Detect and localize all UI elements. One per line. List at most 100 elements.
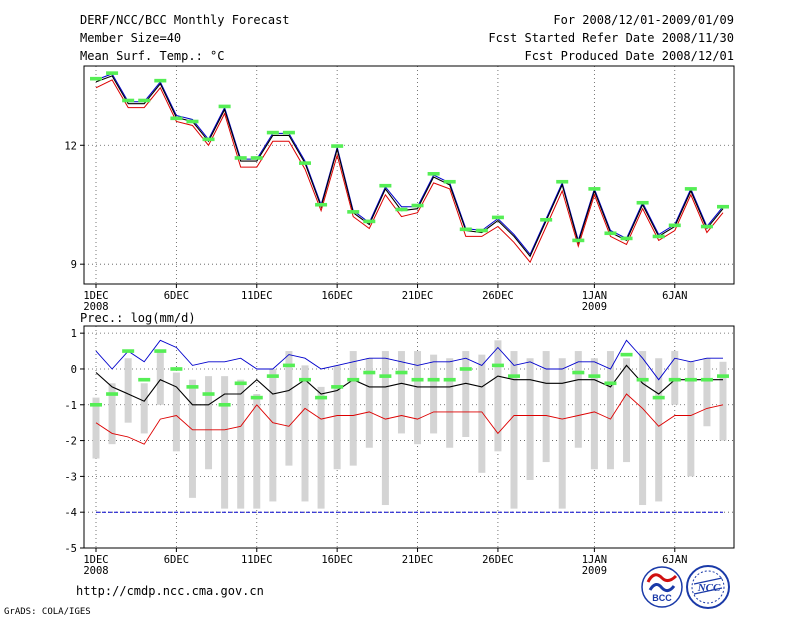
temp-observed-mark-12	[266, 130, 279, 135]
prec-observed-mark-26	[491, 363, 504, 368]
ncc-logo-ring	[686, 565, 730, 609]
prec-observed-mark-18	[363, 370, 376, 375]
prec-observed-mark-8	[202, 392, 215, 396]
prec-observed-mark-5	[154, 349, 167, 353]
temp-ytick-label-0: 9	[71, 259, 77, 271]
prec-range-box-27	[510, 351, 518, 509]
bcc-logo-swirl-blue	[648, 583, 676, 593]
prec-range-box-1	[92, 397, 100, 459]
prec-range-box-14	[301, 365, 309, 502]
temp-year-label-2008: 2008	[83, 301, 108, 313]
member-size-label: Member Size=40	[80, 31, 181, 45]
prec-range-box-24	[462, 351, 470, 437]
prec-line-lower	[95, 393, 724, 445]
website-url[interactable]: http://cmdp.ncc.cma.gov.cn	[76, 584, 264, 598]
prec-range-box-7	[188, 379, 196, 498]
prec-range-box-16	[333, 365, 341, 470]
prec-observed-mark-21	[411, 377, 424, 382]
bcc-logo-text: BCC	[652, 593, 672, 603]
temp-observed-mark-10	[234, 156, 247, 160]
temp-observed-mark-1	[90, 76, 102, 81]
prec-range-box-5	[156, 351, 164, 405]
prec-range-box-15	[317, 386, 325, 509]
prec-ytick-label-6: -5	[64, 543, 77, 555]
temp-observed-mark-15	[315, 202, 328, 207]
prec-observed-mark-37	[668, 377, 681, 382]
temp-observed-mark-2	[106, 71, 119, 75]
prec-observed-mark-34	[620, 352, 633, 357]
forecast-period-label: For 2008/12/01-2009/01/09	[553, 13, 734, 27]
prec-range-box-26	[494, 340, 502, 452]
prec-xtick-label-16dec: 16DEC	[321, 554, 353, 566]
temp-observed-mark-21	[411, 203, 424, 208]
temperature-panel: 1DEC 6DEC 11DEC 16DEC 21DEC 26DEC 1JAN 6JAN 2008…	[64, 65, 735, 313]
temp-observed-mark-24	[459, 227, 472, 232]
prec-observed-mark-23	[443, 377, 456, 382]
prec-range-box-22	[430, 354, 438, 434]
prec-range-box-23	[446, 358, 454, 448]
prec-observed-mark-32	[588, 374, 601, 378]
temp-ytick-label-1: 12	[64, 140, 77, 152]
temp-observed-mark-22	[427, 172, 440, 176]
prec-observed-mark-6	[170, 367, 183, 371]
prec-xtick-label-1dec: 1DEC	[83, 554, 108, 566]
prec-observed-mark-24	[459, 367, 472, 371]
temp-observed-mark-20	[395, 207, 408, 212]
prec-range-box-10	[237, 379, 245, 509]
temp-observed-mark-39	[700, 224, 713, 229]
prec-range-box-12	[269, 368, 277, 502]
ncc-logo-inner-ring	[691, 570, 725, 604]
produced-date-label: Fcst Produced Date 2008/12/01	[524, 49, 734, 63]
temp-xtick-label-16dec: 16DEC	[321, 290, 353, 302]
temp-xtick-label-11dec: 11DEC	[241, 290, 273, 302]
variable-label: Mean Surf. Temp.: °C	[80, 49, 225, 63]
temp-observed-mark-11	[250, 156, 263, 160]
precipitation-grid	[84, 326, 734, 548]
prec-ytick-label-2: -1	[64, 400, 77, 412]
bcc-logo: BCC	[641, 566, 683, 608]
prec-observed-mark-19	[379, 374, 392, 378]
prec-range-box-8	[205, 376, 213, 470]
bcc-logo-swirl-red	[646, 573, 678, 583]
temp-xtick-label-26dec: 26DEC	[482, 290, 514, 302]
prec-ytick-label-3: -2	[64, 436, 77, 448]
prec-observed-mark-39	[700, 377, 713, 382]
temp-year-label-2009: 2009	[582, 301, 607, 313]
temp-observed-mark-7	[186, 119, 199, 124]
prec-range-box-2	[108, 383, 116, 445]
prec-range-box-33	[606, 351, 614, 470]
temp-observed-mark-31	[572, 238, 585, 243]
prec-range-box-40	[719, 361, 727, 441]
temp-observed-mark-9	[218, 104, 231, 109]
temp-observed-mark-26	[491, 215, 504, 220]
temperature-frame	[83, 65, 735, 285]
prec-observed-mark-31	[572, 370, 585, 375]
temperature-grid	[84, 66, 734, 284]
prec-year-label-2008: 2008	[83, 565, 108, 577]
prec-range-box-39	[703, 358, 711, 427]
prec-range-box-31	[574, 351, 582, 448]
prec-observed-mark-11	[250, 395, 263, 400]
temp-observed-mark-17	[347, 210, 360, 214]
temp-observed-mark-18	[363, 219, 376, 224]
precipitation-marks	[90, 339, 729, 513]
prec-range-box-36	[655, 358, 663, 502]
temp-observed-mark-29	[540, 217, 553, 222]
prec-range-box-38	[687, 361, 695, 477]
temp-observed-mark-32	[588, 187, 601, 191]
temp-observed-mark-36	[652, 234, 665, 239]
temp-line-lower	[95, 79, 724, 264]
prec-ytick-label-5: -4	[64, 507, 77, 519]
temp-observed-mark-13	[282, 130, 295, 135]
precipitation-frame	[83, 325, 735, 549]
prec-range-box-19	[381, 351, 389, 506]
temp-observed-mark-38	[684, 187, 697, 191]
prec-xtick-label-6dec: 6DEC	[164, 554, 189, 566]
ncc-logo-stripes	[693, 577, 723, 595]
prec-xtick-label-1jan: 1JAN	[582, 554, 607, 566]
prec-range-box-25	[478, 354, 486, 473]
prec-range-box-3	[124, 358, 132, 423]
prec-range-box-32	[590, 358, 598, 470]
ncc-logo: NCC	[686, 565, 730, 609]
